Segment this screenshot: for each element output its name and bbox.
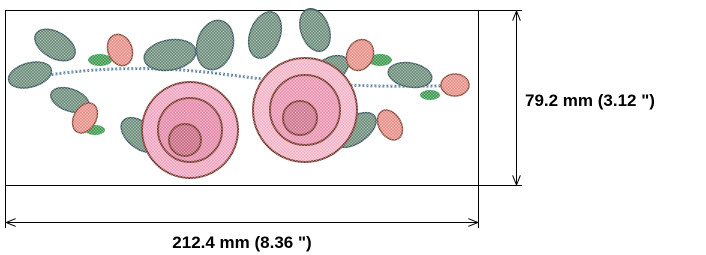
embroidery-art	[6, 5, 478, 185]
width-dimension: 212.4 mm (8.36 ")	[6, 185, 479, 252]
width-label: 212.4 mm (8.36 ")	[172, 233, 311, 252]
page: 79.2 mm (3.12 ") 212.4 mm (8.36 ") (() =…	[0, 0, 706, 255]
design-view: 79.2 mm (3.12 ") 212.4 mm (8.36 ")	[0, 0, 706, 255]
height-label: 79.2 mm (3.12 ")	[525, 91, 655, 110]
height-dimension: 79.2 mm (3.12 ")	[478, 11, 655, 186]
